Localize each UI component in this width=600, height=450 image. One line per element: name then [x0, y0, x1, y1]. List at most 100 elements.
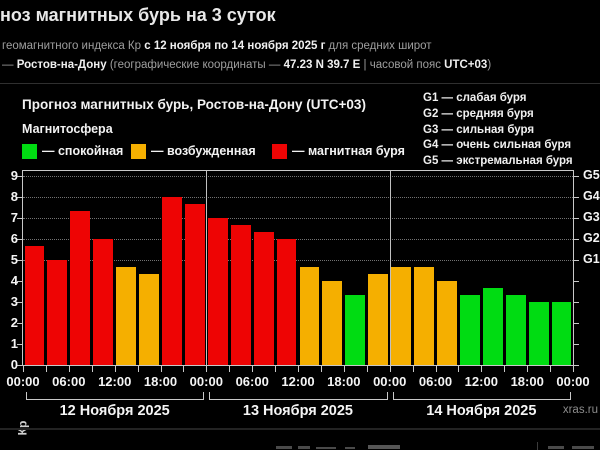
day-bracket-end — [26, 392, 27, 400]
footer-divider — [0, 428, 600, 430]
x-tick — [343, 366, 345, 372]
day-bracket-end — [570, 392, 571, 400]
legend-swatch-storm-icon — [272, 144, 287, 159]
period-pre: геомагнитного индекса Кр — [2, 40, 145, 52]
x-tick — [252, 366, 254, 372]
x-tick — [320, 366, 322, 372]
y-tick-left — [17, 302, 22, 303]
plot-area: Кр 0123456789G1G2G3G4G500:0006:0012:0018… — [6, 168, 599, 435]
day-bracket-end — [209, 392, 211, 400]
legend-label-active: — возбужденная — [151, 144, 256, 158]
x-tick — [481, 366, 483, 372]
g-axis-label-G3: G3 — [583, 210, 600, 224]
x-tick — [23, 366, 24, 372]
x-label: 18:00 — [143, 374, 178, 389]
kp-bar — [276, 239, 297, 365]
x-label: 12:00 — [281, 374, 315, 389]
x-tick — [458, 366, 460, 372]
gridline-kp6 — [23, 239, 573, 240]
kp-bar — [414, 266, 434, 365]
x-tick — [527, 366, 529, 372]
y-tick-left — [17, 344, 22, 345]
day-bracket — [209, 399, 387, 400]
y-label-5: 5 — [10, 252, 18, 267]
x-label: 12:00 — [464, 374, 498, 389]
g-axis-label-G5: G5 — [583, 168, 600, 182]
kp-bar — [207, 218, 228, 365]
x-tick — [137, 366, 139, 372]
gridline-kp5 — [23, 260, 573, 261]
x-label: 00:00 — [6, 374, 40, 389]
y-tick-right — [574, 218, 579, 219]
x-tick — [68, 366, 70, 372]
watermark-xras: xras.ru — [562, 404, 598, 416]
y-label-0: 0 — [10, 357, 18, 372]
x-tick — [114, 366, 116, 372]
x-label: 06:00 — [418, 374, 453, 389]
y-label-8: 8 — [10, 189, 18, 204]
y-tick-right — [574, 344, 579, 345]
day-bracket — [392, 399, 570, 400]
y-label-2: 2 — [10, 315, 18, 330]
y-tick-right — [574, 281, 579, 282]
kp-bar — [345, 295, 366, 365]
gridline-kp7 — [23, 218, 573, 219]
y-label-3: 3 — [10, 294, 18, 309]
legend-swatch-active-icon — [131, 144, 146, 159]
location-line: — Ростов-на-Дону (географические координ… — [2, 59, 491, 71]
x-tick — [389, 366, 391, 372]
x-tick — [550, 366, 552, 372]
g-legend-line: G2 — средняя буря — [423, 107, 534, 120]
period-dates: с 12 ноября по 14 ноября 2025 г — [144, 40, 326, 52]
g-legend-line: G3 — сильная буря — [423, 123, 535, 136]
g-legend-line: G1 — слабая буря — [423, 92, 527, 104]
kp-bar — [528, 302, 549, 365]
kp-bar — [299, 266, 320, 365]
x-label: 12:00 — [98, 374, 132, 389]
magnetosphere-label: Магнитосфера — [22, 122, 113, 136]
day-bracket-end — [203, 392, 205, 400]
page-title: ноз магнитных бурь на 3 суток — [0, 5, 276, 25]
kp-bar — [253, 232, 274, 365]
x-label: 00:00 — [189, 374, 223, 389]
y-tick-left — [17, 260, 22, 261]
y-tick-right — [574, 176, 579, 177]
chart-title: Прогноз магнитных бурь, Ростов-на-Дону (… — [22, 97, 366, 112]
y-tick-right — [574, 197, 579, 198]
kp-bar — [505, 295, 526, 365]
kp-bar — [184, 203, 205, 365]
kp-bar — [391, 266, 412, 365]
x-tick — [206, 366, 208, 372]
x-tick — [504, 366, 506, 372]
kp-bar — [47, 260, 68, 365]
x-label: 06:00 — [235, 374, 269, 389]
x-tick — [229, 366, 231, 372]
y-tick-left — [17, 218, 22, 219]
kp-bar — [459, 295, 480, 365]
city-name: Ростов-на-Дону — [16, 59, 107, 71]
x-tick — [45, 366, 47, 372]
kp-bar — [139, 274, 159, 365]
y-tick-left — [17, 365, 22, 366]
location-dash: — — [2, 59, 17, 71]
x-tick — [298, 366, 299, 372]
y-label-7: 7 — [10, 210, 18, 225]
g-axis-label-G1: G1 — [583, 252, 600, 266]
y-label-9: 9 — [10, 168, 18, 183]
g-scale-legend: G1 — слабая буря G2 — средняя буря G3 — си… — [423, 91, 573, 170]
x-label: 18:00 — [510, 374, 544, 389]
y-label-1: 1 — [10, 336, 18, 351]
coords-caption: (географические координаты — — [106, 59, 284, 71]
y-tick-right — [574, 302, 579, 303]
day-bracket-end — [392, 392, 394, 400]
x-label: 00:00 — [373, 374, 407, 389]
y-tick-left — [17, 197, 22, 198]
y-tick-left — [17, 239, 22, 240]
g-axis-label-G4: G4 — [583, 189, 600, 203]
gridline-kp9 — [23, 176, 573, 177]
kp-bar — [230, 224, 251, 365]
y-tick-right — [574, 323, 579, 324]
y-tick-left — [17, 281, 22, 282]
x-tick — [366, 366, 368, 372]
kp-bar — [437, 281, 457, 365]
